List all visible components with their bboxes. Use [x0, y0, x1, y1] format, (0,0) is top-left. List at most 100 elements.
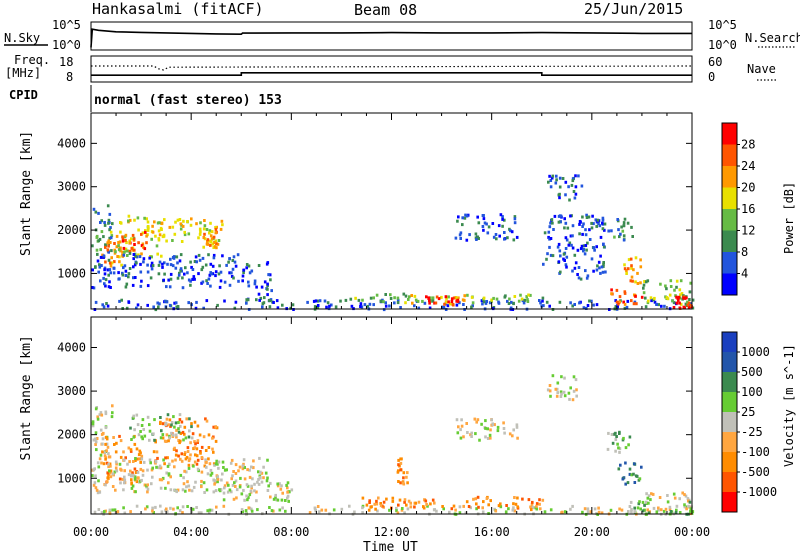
- power-echo-cell: [573, 303, 576, 306]
- velocity-echo-cell: [110, 415, 114, 419]
- velocity-echo-cell: [628, 467, 632, 471]
- power-echo-cell: [221, 223, 224, 227]
- power-echo-cell: [209, 221, 212, 225]
- velocity-echo-cell: [179, 457, 182, 461]
- power-echo-cell: [368, 302, 372, 306]
- power-echo-cell: [585, 213, 588, 217]
- power-echo-cell: [232, 276, 235, 280]
- power-echo-cell: [151, 224, 154, 228]
- power-echo-cell: [618, 295, 622, 299]
- power-echo-cell: [542, 262, 545, 266]
- velocity-echo-cell: [160, 478, 164, 482]
- power-echo-cell: [437, 297, 441, 301]
- power-echo-cell: [98, 263, 101, 267]
- velocity-echo-cell: [458, 505, 462, 509]
- velocity-echo-cell: [97, 465, 101, 469]
- velocity-echo-cell: [512, 506, 515, 510]
- power-echo-cell: [631, 279, 634, 283]
- power-echo-cell: [104, 244, 107, 247]
- power-echo-cell: [675, 285, 678, 289]
- power-echo-cell: [596, 218, 600, 222]
- power-echo-cell: [103, 272, 107, 276]
- power-echo-cell: [96, 252, 99, 256]
- power-echo-cell: [312, 299, 316, 303]
- velocity-echo-cell: [681, 491, 684, 495]
- power-echo-cell: [573, 266, 577, 270]
- freq-panel: Freq. [MHz] 18 8 60 0 Nave: [5, 53, 778, 84]
- velocity-echo-cell: [230, 490, 233, 494]
- velocity-echo-cell: [405, 475, 408, 479]
- power-echo-cell: [580, 244, 584, 248]
- power-echo-cell: [687, 305, 691, 309]
- velocity-echo-cell: [146, 415, 150, 419]
- power-echo-region: [607, 217, 634, 242]
- velocity-echo-cell: [146, 490, 149, 494]
- power-echo-region: [121, 230, 148, 253]
- power-echo-cell: [577, 174, 580, 178]
- velocity-echo-cell: [113, 508, 117, 512]
- power-echo-cell: [260, 285, 264, 289]
- power-echo-cell: [163, 272, 166, 276]
- velocity-echo-cell: [140, 454, 144, 458]
- power-echo-cell: [227, 260, 230, 264]
- power-echo-cell: [604, 270, 607, 274]
- power-echo-cell: [122, 246, 126, 250]
- power-echo-cell: [209, 262, 213, 266]
- velocity-echo-cell: [115, 441, 118, 445]
- power-echo-cell: [590, 226, 594, 230]
- power-echo-cell: [189, 223, 193, 227]
- velocity-echo-cell: [200, 511, 203, 515]
- velocity-echo-cell: [442, 507, 445, 511]
- power-echo-cell: [480, 299, 484, 303]
- power-echo-cell: [486, 231, 490, 235]
- power-echo-cell: [417, 306, 421, 310]
- power-echo-cell: [597, 260, 601, 264]
- power-echo-cell: [190, 265, 193, 269]
- velocity-echo-cell: [571, 504, 574, 508]
- power-echo-cell: [183, 233, 187, 237]
- power-echo-cell: [272, 301, 275, 304]
- power-echo-cell: [559, 270, 562, 274]
- power-echo-cell: [475, 238, 478, 241]
- power-echo-cell: [519, 293, 522, 297]
- power-echo-cell: [644, 305, 648, 309]
- velocity-echo-cell: [200, 479, 203, 483]
- power-echo-cell: [617, 228, 620, 232]
- velocity-colorbar-swatch: [722, 372, 737, 393]
- power-echo-cell: [680, 292, 684, 296]
- power-echo-cell: [360, 305, 364, 309]
- velocity-echo-cell: [123, 478, 127, 482]
- velocity-echo-cell: [600, 511, 604, 515]
- velocity-echo-cell: [248, 493, 252, 497]
- velocity-echo-cell: [208, 510, 211, 514]
- power-echo-cell: [568, 198, 571, 202]
- velocity-echo-cell: [106, 471, 109, 475]
- power-echo-cell: [231, 267, 235, 271]
- nsearch-tick-bottom: 10^0: [708, 38, 737, 52]
- velocity-echo-cell: [115, 469, 119, 473]
- velocity-echo-cell: [181, 430, 185, 434]
- power-echo-cell: [461, 298, 465, 302]
- velocity-echo-cell: [118, 462, 122, 466]
- velocity-echo-cell: [94, 440, 98, 444]
- power-echo-cell: [567, 185, 570, 189]
- velocity-echo-cell: [256, 480, 259, 484]
- velocity-echo-cell: [104, 426, 108, 430]
- velocity-echo-cell: [202, 481, 206, 485]
- power-echo-cell: [207, 253, 210, 257]
- power-echo-cell: [171, 264, 175, 268]
- power-echo-cell: [204, 263, 208, 267]
- power-echo-cell: [201, 265, 205, 269]
- velocity-echo-cell: [365, 503, 369, 507]
- power-echo-cell: [640, 295, 644, 299]
- power-echo-cell: [444, 295, 448, 299]
- power-echo-cell: [576, 248, 580, 252]
- power-echo-cell: [212, 235, 216, 239]
- power-echo-cell: [499, 213, 503, 217]
- velocity-echo-cell: [489, 499, 492, 503]
- velocity-echo-cell: [101, 437, 105, 441]
- velocity-echo-cell: [165, 417, 169, 421]
- velocity-echo-cell: [211, 436, 214, 440]
- power-echo-cell: [574, 192, 578, 196]
- velocity-echo-cell: [196, 441, 199, 444]
